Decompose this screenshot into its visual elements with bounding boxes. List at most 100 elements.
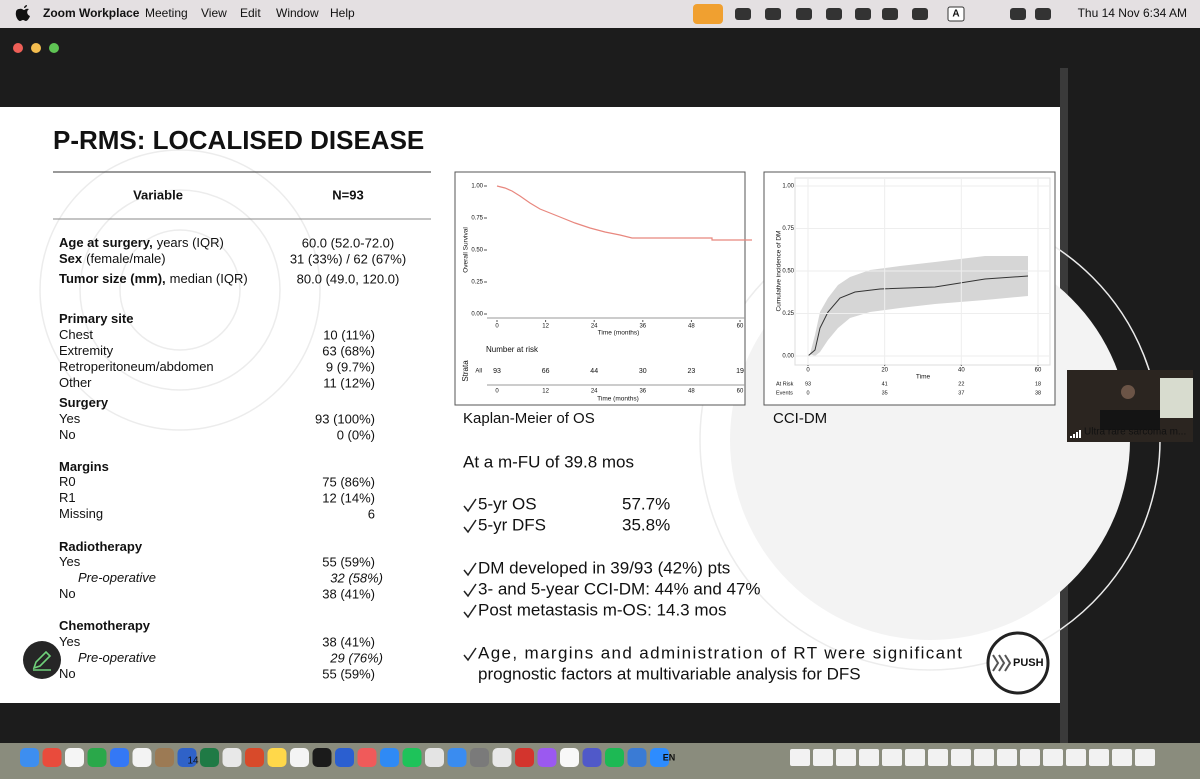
dock-icon[interactable] [222,748,242,767]
zoom-button[interactable] [49,43,59,53]
status-icon[interactable] [796,8,812,20]
x-tick-label: 12 [542,389,549,395]
status-icon[interactable] [1010,8,1026,20]
row-label-bold: Surgery [59,395,109,410]
apple-logo[interactable] [15,5,30,21]
dock-icon[interactable] [267,748,287,767]
dock-icon[interactable] [312,748,332,767]
status-icon[interactable] [765,8,781,20]
row-label: Tumor size (mm), median (IQR) [59,271,248,286]
dock-icon[interactable] [402,748,422,767]
y-axis-label: Cumulative incidence of DM [776,231,783,312]
dock-window[interactable] [1112,749,1132,766]
row-label-bold: Age at surgery, [59,235,153,250]
mic-icon[interactable] [693,4,723,24]
dock-icon[interactable] [470,748,489,767]
y-axis-label: Overall Survival [463,227,470,273]
dock-window[interactable] [951,749,971,766]
status-icon[interactable] [735,8,751,20]
row-label: Surgery [59,395,109,410]
menu-item[interactable]: Window [276,6,319,20]
row-label: Chest [59,327,93,342]
risk-value: 30 [639,368,647,375]
row-value: 11 (12%) [323,375,375,390]
dock-icon[interactable] [335,748,354,767]
dock-window[interactable] [928,749,948,766]
row-label-text: Other [59,375,92,390]
menu-item[interactable]: Edit [240,6,261,20]
row-label-bold: Chemotherapy [59,618,151,633]
dock-icon[interactable] [245,748,264,767]
dock-icon[interactable] [200,748,219,767]
dock-icon[interactable] [447,748,467,767]
dock-window[interactable] [790,749,810,766]
dock-window[interactable] [974,749,994,766]
dock-window[interactable] [997,749,1017,766]
annotate-button[interactable] [23,641,61,679]
video-screen [1160,378,1193,418]
cci-curve [807,275,1029,357]
dock-icon[interactable] [560,748,579,767]
x-tick-label: 48 [688,324,695,330]
row-label: Chemotherapy [59,618,151,633]
close-button[interactable] [13,43,23,53]
dock-icon[interactable] [132,748,152,767]
signal-bar [1073,434,1075,438]
row-value: 63 (68%) [322,343,375,358]
dock-window[interactable] [813,749,833,766]
minimize-button[interactable] [31,43,41,53]
status-icon[interactable] [855,8,871,20]
x-tick-label: 36 [639,324,646,330]
dock-icon[interactable] [177,748,197,767]
dock-icon[interactable] [515,748,534,767]
dock-window[interactable] [859,749,879,766]
menu-item[interactable]: Help [330,6,355,20]
risk-value: 41 [882,381,888,387]
chart-caption: Kaplan-Meier of OS [463,410,595,427]
dock-icon[interactable] [537,748,557,767]
x-tick-label: 40 [958,368,965,374]
row-label: No [59,586,76,601]
video-desk [1100,410,1160,430]
dock-window[interactable] [1020,749,1040,766]
row-label: No [59,666,76,681]
dock-icon[interactable] [87,748,107,767]
status-icon[interactable] [1035,8,1051,20]
dock-icon[interactable] [155,748,174,767]
menu-item[interactable]: Meeting [145,6,188,20]
dock-icon[interactable] [42,748,62,767]
dock-icon[interactable] [627,748,647,767]
dock-icon[interactable] [290,748,309,767]
dock-icon[interactable] [425,748,444,767]
dock-icon[interactable] [20,748,39,767]
dock-icon[interactable] [357,748,377,767]
risk-value: 23 [688,368,696,375]
row-label-bold: Margins [59,459,109,474]
status-icon[interactable] [882,8,898,20]
dock-icon[interactable] [650,748,669,767]
dock-icon[interactable] [605,748,624,767]
y-tick-label: 0.50 [782,269,794,275]
row-label: Primary site [59,311,133,326]
dock-window[interactable] [905,749,925,766]
dock-icon[interactable] [380,748,399,767]
y-tick-label: 0.00 [471,312,483,318]
dock-window[interactable] [882,749,902,766]
row-label-text: Pre-operative [78,650,156,665]
dock-window[interactable] [1043,749,1063,766]
status-icon[interactable] [826,8,842,20]
row-label-bold: Primary site [59,311,133,326]
dock-window[interactable] [1089,749,1109,766]
dock-icon[interactable] [582,748,602,767]
dock-window[interactable] [836,749,856,766]
dock-icon[interactable] [492,748,512,767]
dock-icon[interactable] [110,748,129,767]
y-tick-label: 0.25 [471,280,483,286]
dock-window[interactable] [1135,749,1155,766]
bullet-text: Post metastasis m-OS: 14.3 mos [478,600,726,619]
dock-window[interactable] [1066,749,1086,766]
dock-icon[interactable] [65,748,84,767]
status-icon[interactable] [912,8,928,20]
menu-item[interactable]: View [201,6,227,20]
